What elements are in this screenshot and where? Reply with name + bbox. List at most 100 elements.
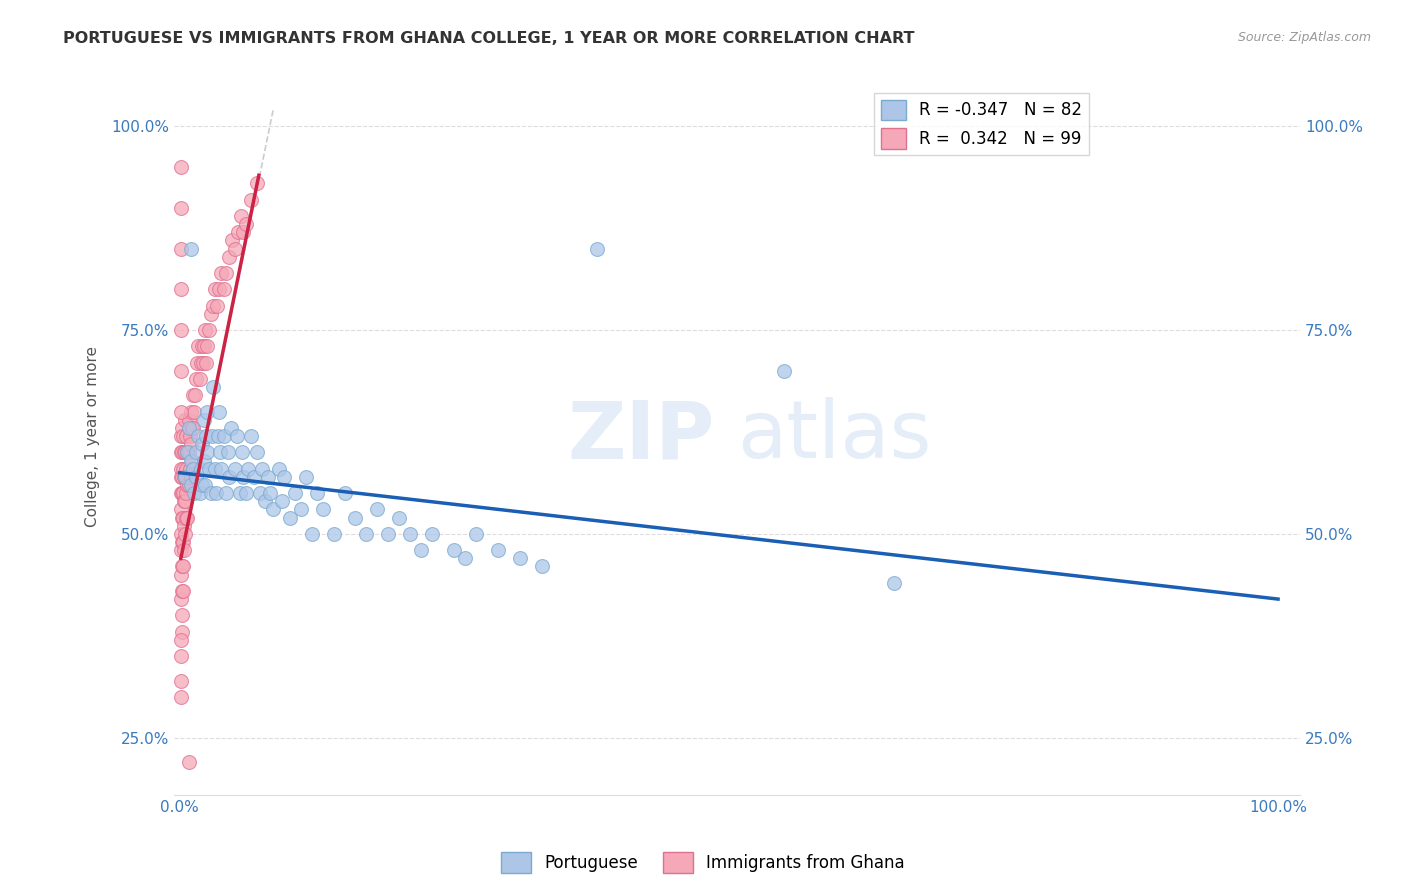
Point [170,559,193,574]
Point [205,299,228,313]
Point [232,470,254,484]
Point [486,543,509,558]
Point [195,339,218,353]
Point [177,445,200,459]
Point [207,429,229,443]
Point [181,461,204,475]
Point [194,478,217,492]
Point [184,388,207,402]
Point [235,217,257,231]
Legend: R = -0.347   N = 82, R =  0.342   N = 99: R = -0.347 N = 82, R = 0.342 N = 99 [875,93,1090,155]
Point [301,527,323,541]
Point [180,453,202,467]
Point [170,323,193,337]
Text: Source: ZipAtlas.com: Source: ZipAtlas.com [1237,31,1371,45]
Point [190,437,212,451]
Point [170,201,193,215]
Point [215,486,238,500]
Point [271,494,294,508]
Point [172,559,194,574]
Point [170,421,193,435]
Point [198,323,221,337]
Point [170,364,193,378]
Point [224,461,246,475]
Point [190,478,212,492]
Point [249,486,271,500]
Point [177,755,200,769]
Point [204,461,226,475]
Point [232,225,254,239]
Point [180,404,202,418]
Point [174,494,197,508]
Point [170,470,193,484]
Point [290,502,312,516]
Text: atlas: atlas [737,397,932,475]
Point [172,535,194,549]
Point [170,486,193,500]
Point [284,486,307,500]
Point [172,486,194,500]
Point [195,404,218,418]
Point [246,445,269,459]
Point [183,404,205,418]
Point [174,413,197,427]
Point [170,470,193,484]
Point [195,445,218,459]
Point [188,372,211,386]
Point [170,632,193,647]
Point [188,486,211,500]
Point [170,624,193,639]
Point [190,339,212,353]
Point [465,527,488,541]
Point [422,527,444,541]
Point [211,266,233,280]
Point [186,372,208,386]
Point [190,461,212,475]
Point [208,282,231,296]
Point [176,445,198,459]
Text: PORTUGUESE VS IMMIGRANTS FROM GHANA COLLEGE, 1 YEAR OR MORE CORRELATION CHART: PORTUGUESE VS IMMIGRANTS FROM GHANA COLL… [63,31,915,46]
Point [295,470,318,484]
Point [586,242,609,256]
Point [305,486,328,500]
Point [772,364,794,378]
Point [170,486,193,500]
Point [1102,820,1125,834]
Point [183,486,205,500]
Point [172,510,194,524]
Y-axis label: College, 1 year or more: College, 1 year or more [86,345,100,526]
Point [235,486,257,500]
Point [170,404,193,418]
Point [187,339,209,353]
Point [212,282,235,296]
Point [180,437,202,451]
Point [262,502,284,516]
Point [218,250,240,264]
Point [344,510,367,524]
Point [173,518,195,533]
Point [201,380,224,394]
Point [176,510,198,524]
Point [195,429,218,443]
Point [170,445,193,459]
Point [254,494,277,508]
Legend: Portuguese, Immigrants from Ghana: Portuguese, Immigrants from Ghana [495,846,911,880]
Point [240,193,263,207]
Point [229,486,252,500]
Point [240,429,263,443]
Point [356,527,378,541]
Point [231,445,253,459]
Point [366,502,388,516]
Point [224,242,246,256]
Point [181,421,204,435]
Point [201,299,224,313]
Point [176,478,198,492]
Point [170,673,193,688]
Point [170,592,193,607]
Point [170,690,193,704]
Point [174,445,197,459]
Point [194,323,217,337]
Point [187,429,209,443]
Point [209,445,232,459]
Point [170,608,193,623]
